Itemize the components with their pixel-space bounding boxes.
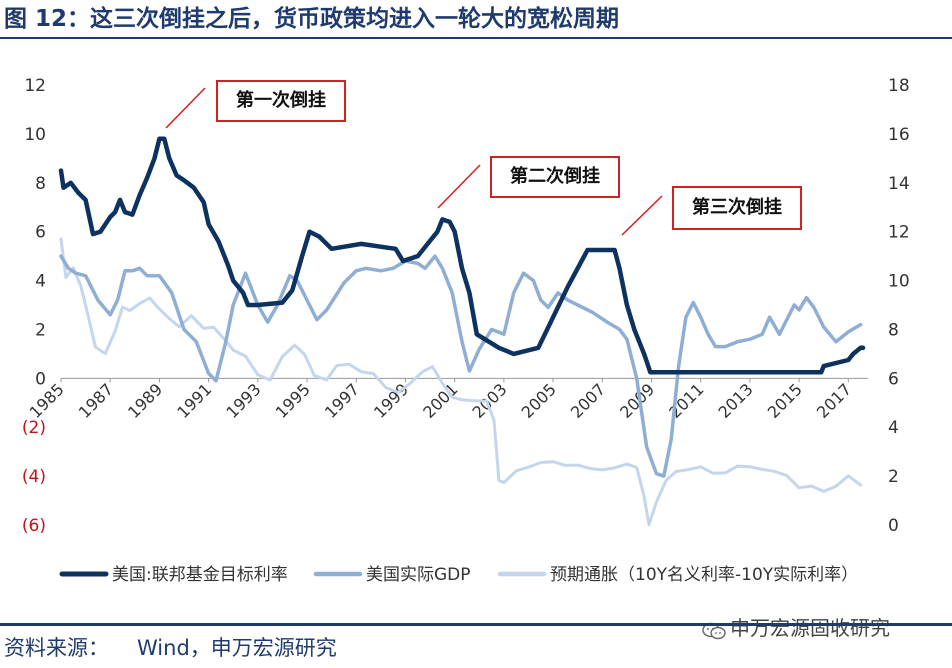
y-right-tick-label: 2 [888, 467, 899, 487]
watermark: 申万宏源固收研究 [702, 612, 890, 641]
y-right-tick-label: 18 [888, 76, 910, 96]
x-tick-label: 1985 [26, 380, 68, 422]
annotation-pointer-3 [621, 195, 663, 236]
legend-label: 预期通胀（10Y名义利率-10Y实际利率） [550, 565, 858, 585]
x-tick-label: 2011 [665, 380, 707, 422]
x-tick-label: 2007 [567, 380, 609, 422]
x-tick-label: 2013 [715, 380, 757, 422]
y-right-tick-label: 10 [888, 272, 910, 292]
series-expected-inflation [59, 237, 863, 527]
y-right-tick-label: 16 [888, 125, 910, 145]
x-tick-label: 1991 [173, 380, 215, 422]
y-left-tick-label: 6 [35, 223, 46, 243]
y-left-tick-label: 4 [35, 272, 46, 292]
y-left-tick-label: 0 [35, 369, 46, 389]
line-chart: 1985 1987 1989 1991 1993 1995 1997 1999 2001 2003… [22, 76, 910, 585]
x-tick-label: 1993 [222, 380, 264, 422]
x-tick-label: 1989 [124, 380, 166, 422]
y-right-tick-label: 6 [888, 369, 899, 389]
y-left-tick-label: (2) [22, 418, 46, 438]
y-right-tick-label: 12 [888, 223, 910, 243]
annotation-second-inversion: 第二次倒挂 [490, 156, 620, 198]
page-title: 图 12：这三次倒挂之后，货币政策均进入一轮大的宽松周期 [4, 6, 620, 32]
series-fed-funds-rate [58, 136, 866, 375]
footer-divider [0, 623, 952, 626]
x-tick-label: 2001 [419, 380, 461, 422]
y-right-tick-label: 8 [888, 320, 899, 340]
x-tick-label: 1995 [272, 380, 314, 422]
y-left-tick-label: (6) [22, 516, 46, 536]
x-tick-label: 2005 [518, 380, 560, 422]
legend-label: 美国:联邦基金目标利率 [112, 565, 288, 585]
source-value: Wind，申万宏源研究 [137, 636, 337, 660]
annotation-third-inversion: 第三次倒挂 [672, 186, 802, 230]
y-left-tick-label: 10 [24, 125, 46, 145]
x-tick-label: 2015 [764, 380, 806, 422]
y-right-tick-label: 14 [888, 174, 910, 194]
annotation-pointer-2 [437, 164, 481, 209]
y-right-tick-label: 4 [888, 418, 899, 438]
annotation-first-inversion: 第一次倒挂 [216, 80, 346, 122]
source-note: 资料来源： Wind，申万宏源研究 [4, 632, 337, 662]
x-tick-label: 2017 [813, 380, 855, 422]
x-tick-label: 1987 [75, 380, 117, 422]
y-left-tick-label: (4) [22, 467, 46, 487]
y-left-tick-label: 2 [35, 320, 46, 340]
source-label: 资料来源： [4, 636, 109, 660]
series-real-gdp [59, 254, 863, 478]
y-left-tick-label: 12 [24, 76, 46, 96]
wechat-icon [702, 621, 726, 639]
title-divider [0, 37, 952, 39]
legend-label: 美国实际GDP [366, 565, 471, 585]
y-left-tick-label: 8 [35, 174, 46, 194]
y-right-tick-label: 0 [888, 516, 899, 536]
watermark-text: 申万宏源固收研究 [730, 616, 890, 640]
annotation-pointer-1 [165, 87, 206, 129]
x-tick-label: 1997 [321, 380, 363, 422]
